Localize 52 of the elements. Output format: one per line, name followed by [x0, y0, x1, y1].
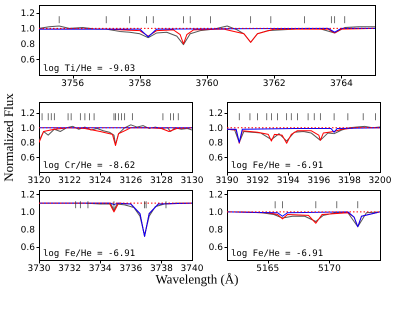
x-tick-label: 3198 — [338, 176, 362, 186]
x-tick-label: 3122 — [58, 176, 82, 186]
y-tick-label: 0.6 — [20, 55, 36, 66]
y-tick-label: 1.0 — [208, 208, 224, 218]
y-tick-label: 1.0 — [20, 24, 36, 34]
y-tick-label: 0.8 — [208, 138, 224, 149]
x-tick-label: 3126 — [119, 176, 143, 186]
y-tick-label: 1.0 — [20, 208, 36, 218]
x-tick-label: 3762 — [262, 79, 286, 89]
y-tick-label: 1.2 — [20, 109, 35, 120]
y-tick-label: 1.2 — [208, 109, 223, 120]
y-tick-label: 0.8 — [20, 40, 36, 50]
y-tick-label: 1.2 — [208, 190, 223, 200]
y-tick-label: 1.2 — [20, 8, 35, 19]
x-tick-label: 3736 — [119, 264, 143, 274]
x-tick-label: 3740 — [180, 264, 204, 274]
x-tick-label: 3128 — [150, 176, 174, 186]
y-tick-label: 0.6 — [208, 153, 224, 164]
annotation: log Fe/He = -6.91 — [231, 161, 324, 171]
x-tick-label: 3196 — [307, 176, 331, 186]
x-tick-label: 3734 — [88, 264, 112, 274]
annotation: log Fe/He = -6.91 — [43, 249, 136, 259]
x-tick-label: 3130 — [180, 176, 204, 186]
y-tick-label: 1.2 — [20, 190, 35, 200]
y-tick-label: 0.8 — [20, 138, 36, 149]
x-tick-label: 3760 — [196, 79, 219, 89]
x-tick-label: 3200 — [368, 176, 392, 186]
annotation: log Cr/He = -8.62 — [43, 161, 136, 171]
x-tick-label: 3758 — [128, 79, 152, 89]
x-tick-label: 3730 — [28, 264, 51, 274]
y-tick-label: 0.6 — [20, 153, 36, 164]
y-tick-label: 0.8 — [20, 225, 36, 236]
y-tick-label: 0.8 — [208, 225, 224, 236]
y-tick-label: 1.0 — [208, 124, 224, 134]
x-tick-label: 3124 — [88, 176, 112, 186]
x-tick-label: 3192 — [246, 176, 270, 186]
y-axis-title: Normalized Flux — [1, 92, 16, 182]
x-tick-label: 3732 — [58, 264, 82, 274]
annotation: log Ti/He = -9.03 — [43, 64, 136, 74]
y-tick-label: 0.6 — [208, 242, 224, 253]
x-tick-label: 5165 — [256, 264, 280, 274]
x-tick-label: 3738 — [150, 264, 174, 274]
x-tick-label: 5170 — [318, 264, 342, 274]
x-tick-label: 3120 — [28, 176, 51, 186]
x-axis-title: Wavelength (Å) — [155, 272, 239, 286]
x-tick-label: 3764 — [330, 79, 354, 89]
x-tick-label: 3756 — [61, 79, 84, 89]
y-tick-label: 1.0 — [20, 124, 36, 134]
x-tick-label: 3194 — [276, 176, 300, 186]
annotation: log Fe/He = -6.91 — [231, 249, 324, 259]
x-tick-label: 3190 — [216, 176, 239, 186]
y-tick-label: 0.6 — [20, 242, 36, 253]
